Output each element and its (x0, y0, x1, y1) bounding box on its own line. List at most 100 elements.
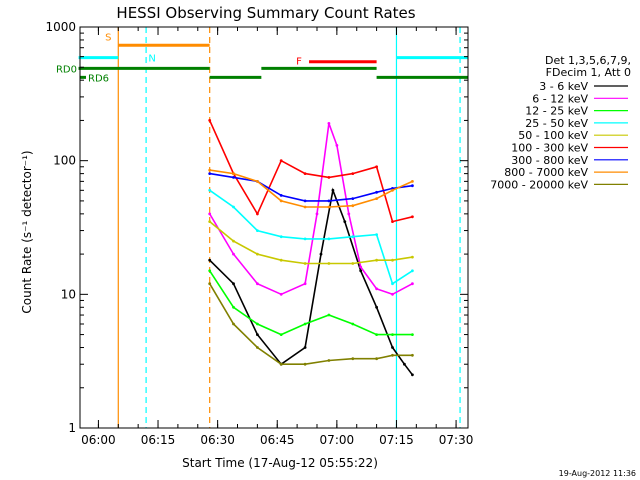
rd6-label: RD6 (88, 73, 109, 84)
data-point (327, 205, 331, 209)
data-point (256, 180, 259, 183)
data-point (375, 190, 378, 194)
data-point (351, 197, 355, 201)
data-point (256, 212, 259, 216)
data-point (375, 233, 378, 237)
data-point (256, 229, 259, 233)
data-point (208, 119, 212, 122)
data-point (359, 269, 363, 273)
x-tick-label: 06:45 (260, 433, 295, 447)
data-point (303, 262, 307, 265)
x-tick-label: 06:30 (200, 433, 235, 447)
x-axis-label: Start Time (17-Aug-12 05:55:22) (182, 456, 378, 470)
plot-frame (79, 26, 469, 429)
data-point (232, 252, 235, 256)
y-axis-label: Count Rate (s⁻¹ detector⁻¹) (20, 150, 34, 313)
data-point (391, 258, 394, 262)
data-point (208, 212, 212, 216)
legend-entry-label: 800 - 7000 keV (504, 166, 588, 179)
data-point (403, 362, 406, 366)
data-point (351, 235, 355, 239)
series-line-3 (209, 189, 413, 285)
series-line-6 (209, 172, 413, 202)
legend-header: FDecim 1, Att 0 (546, 66, 631, 79)
data-point (303, 362, 307, 366)
data-point (256, 252, 259, 256)
series-line-4 (209, 220, 413, 265)
data-point (279, 194, 283, 197)
data-point (375, 165, 378, 169)
data-point (232, 239, 235, 243)
data-point (208, 220, 212, 224)
data-point (315, 212, 319, 216)
data-point (351, 172, 355, 176)
data-point (411, 269, 414, 273)
data-point (256, 282, 259, 286)
data-point (411, 180, 414, 183)
data-point (335, 144, 339, 147)
legend-header: Det 1,3,5,6,7,9, (545, 54, 631, 67)
data-point (411, 215, 414, 219)
data-point (375, 197, 378, 201)
data-point (303, 346, 307, 349)
data-point (391, 188, 394, 192)
series-line-0 (209, 187, 414, 376)
data-point (351, 204, 355, 208)
data-point (208, 172, 212, 176)
data-point (208, 258, 212, 262)
x-tick-label: 07:00 (320, 433, 355, 447)
legend-entry-label: 6 - 12 keV (532, 92, 588, 105)
data-point (391, 282, 394, 286)
data-point (391, 353, 394, 357)
legend-entry-label: 100 - 300 keV (511, 142, 588, 155)
data-point (303, 322, 307, 326)
data-point (319, 252, 323, 256)
data-point (375, 305, 378, 309)
data-point (279, 159, 283, 163)
data-point (279, 235, 283, 239)
status-bar-label: RD0 (56, 64, 77, 75)
legend-entry-label: 50 - 100 keV (518, 129, 588, 142)
series-line-1 (209, 123, 413, 296)
series-line-7 (209, 169, 413, 208)
data-point (375, 258, 378, 262)
chart-title: HESSI Observing Summary Count Rates (116, 4, 415, 22)
data-point (411, 353, 414, 357)
data-point (208, 269, 212, 273)
x-tick-label: 06:00 (81, 433, 116, 447)
data-point (411, 373, 414, 377)
data-point (303, 205, 307, 209)
data-point (347, 212, 351, 216)
data-point (351, 322, 355, 326)
data-point (391, 346, 394, 349)
data-point (208, 188, 212, 192)
data-point (256, 346, 259, 349)
data-point (327, 199, 331, 203)
data-point (327, 237, 331, 241)
data-point (303, 282, 307, 286)
data-point (375, 357, 378, 361)
plot-area: S N F RD0 RD6 (56, 27, 468, 428)
legend-entry-label: 12 - 25 keV (525, 105, 588, 118)
x-tick-label: 07:15 (379, 433, 414, 447)
legend-entry-label: 7000 - 20000 keV (490, 178, 588, 191)
data-point (279, 199, 283, 203)
data-point (327, 359, 331, 362)
data-point (256, 322, 259, 326)
data-point (359, 265, 363, 269)
data-point (279, 362, 283, 366)
data-point (375, 333, 378, 336)
data-point (343, 220, 347, 224)
data-point (391, 292, 394, 296)
data-point (232, 172, 235, 176)
data-point (232, 176, 235, 179)
data-point (303, 237, 307, 241)
data-point (303, 172, 307, 176)
data-point (331, 188, 335, 192)
data-point (279, 292, 283, 296)
y-tick-label: 1000 (45, 20, 76, 34)
data-point (232, 305, 235, 309)
data-point (411, 255, 414, 259)
data-point (279, 258, 283, 262)
data-point (411, 333, 414, 336)
